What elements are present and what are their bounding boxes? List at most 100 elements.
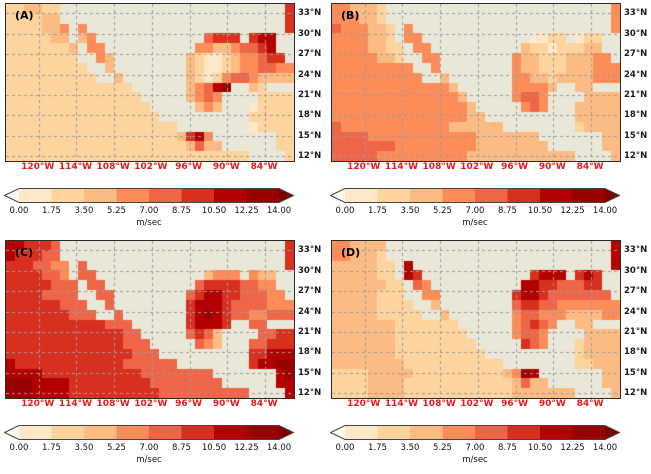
lat-tick-label: 18°N (624, 347, 648, 358)
colorbar-tick-label: 5.25 (107, 206, 126, 216)
lat-tick-label: 27°N (298, 286, 322, 297)
colorbar-a (4, 188, 294, 203)
lon-tick-label: 90°W (538, 399, 566, 409)
lon-tick-label: 120°W (347, 162, 381, 172)
colorbar-unit-b: m/sec (462, 218, 488, 228)
lat-tick-label: 27°N (624, 286, 648, 297)
lat-tick-label: 33°N (624, 245, 648, 256)
lon-tick-label: 102°W (134, 162, 168, 172)
colorbar-segment (51, 188, 85, 203)
colorbar-tick-label: 10.50 (201, 206, 227, 216)
colorbar-segment (377, 425, 411, 440)
lon-tick-label: 84°W (576, 162, 604, 172)
lon-tick-label: 108°W (96, 399, 130, 409)
lat-tick-label: 24°N (298, 69, 322, 80)
colorbar-over-arrow (605, 188, 620, 203)
lon-tick-label: 114°W (384, 399, 419, 409)
colorbar-unit-d: m/sec (462, 455, 488, 465)
colorbar-segment (377, 188, 411, 203)
lat-tick-label: 30°N (624, 265, 648, 276)
lon-tick-label: 114°W (384, 162, 419, 172)
lon-tick-label: 90°W (538, 162, 566, 172)
lat-tick-label: 12°N (298, 388, 322, 399)
colorbar-tick-label: 10.50 (201, 443, 227, 453)
lat-tick-label: 15°N (624, 130, 648, 141)
colorbar-segment (19, 425, 52, 440)
panel-label-d: (D) (341, 246, 361, 259)
colorbar-tick-label: 5.25 (433, 443, 452, 453)
colorbar-segment (149, 188, 182, 203)
colorbar-tick-label: 14.00 (592, 443, 618, 453)
map-heatmap-c (5, 240, 295, 399)
colorbar-tick-label: 12.25 (560, 443, 585, 453)
lat-tick-label: 18°N (298, 347, 322, 358)
lat-tick-label: 12°N (624, 388, 648, 399)
colorbar-svg (330, 188, 620, 203)
colorbar-over-arrow (279, 188, 294, 203)
lat-tick-label: 24°N (298, 306, 322, 317)
colorbar-segment (149, 425, 182, 440)
colorbar-tick-label: 5.25 (107, 443, 126, 453)
panel-label-c: (C) (15, 246, 34, 259)
lon-tick-label: 114°W (58, 162, 93, 172)
lon-tick-label: 96°W (501, 162, 529, 172)
colorbar-outline (4, 188, 294, 203)
colorbar-segment (246, 188, 280, 203)
colorbar-segment (572, 425, 606, 440)
colorbar-segment (475, 425, 508, 440)
lat-tick-label: 24°N (624, 306, 648, 317)
colorbar-tick-label: 12.25 (234, 206, 259, 216)
colorbar-segment (410, 425, 443, 440)
colorbar-tick-label: 0.00 (335, 443, 355, 453)
lon-tick-label: 84°W (250, 399, 278, 409)
colorbar-tick-label: 3.50 (400, 206, 420, 216)
colorbar-tick-label: 10.50 (527, 206, 553, 216)
colorbar-tick-label: 7.00 (465, 443, 485, 453)
colorbar-segment (475, 188, 508, 203)
colorbar-under-arrow (330, 188, 345, 203)
colorbar-segment (84, 425, 117, 440)
colorbar-segment (214, 188, 247, 203)
colorbar-tick-label: 14.00 (592, 206, 618, 216)
colorbar-tick-label: 14.00 (266, 443, 292, 453)
colorbar-over-arrow (605, 425, 620, 440)
colorbar-segment (51, 425, 85, 440)
lat-tick-label: 33°N (624, 8, 648, 19)
lon-tick-label: 84°W (576, 399, 604, 409)
colorbar-outline (4, 425, 294, 440)
colorbar-segment (507, 188, 541, 203)
colorbar-outline (330, 425, 620, 440)
colorbar-tick-label: 10.50 (527, 443, 553, 453)
colorbar-b (330, 188, 620, 203)
lon-tick-label: 96°W (501, 399, 529, 409)
lat-tick-label: 27°N (624, 49, 648, 60)
colorbar-segment (540, 188, 573, 203)
colorbar-svg (4, 425, 294, 440)
colorbar-tick-label: 3.50 (400, 443, 420, 453)
colorbar-segment (442, 425, 476, 440)
lon-tick-label: 114°W (58, 399, 93, 409)
lat-tick-label: 12°N (298, 151, 322, 162)
panel-label-b: (B) (341, 9, 360, 22)
lat-tick-label: 18°N (298, 110, 322, 121)
colorbar-tick-label: 8.75 (172, 443, 191, 453)
colorbar-segment (84, 188, 117, 203)
lon-tick-label: 102°W (460, 399, 494, 409)
lat-tick-label: 33°N (298, 8, 322, 19)
colorbar-tick-label: 5.25 (433, 206, 452, 216)
lat-tick-label: 21°N (624, 326, 648, 337)
colorbar-tick-label: 3.50 (74, 206, 94, 216)
colorbar-tick-label: 0.00 (9, 443, 29, 453)
lon-tick-label: 108°W (422, 162, 456, 172)
colorbar-segment (540, 425, 573, 440)
colorbar-under-arrow (330, 425, 345, 440)
colorbar-tick-label: 7.00 (139, 206, 159, 216)
colorbar-tick-label: 7.00 (139, 443, 159, 453)
colorbar-under-arrow (4, 425, 19, 440)
lon-tick-label: 96°W (175, 399, 203, 409)
colorbar-segment (246, 425, 280, 440)
colorbar-tick-label: 8.75 (498, 206, 517, 216)
lat-tick-label: 15°N (298, 130, 322, 141)
panel-a: (A) 120°W 114°W 108°W 102°W 96°W 90°W 84°W 33°… (0, 0, 325, 237)
